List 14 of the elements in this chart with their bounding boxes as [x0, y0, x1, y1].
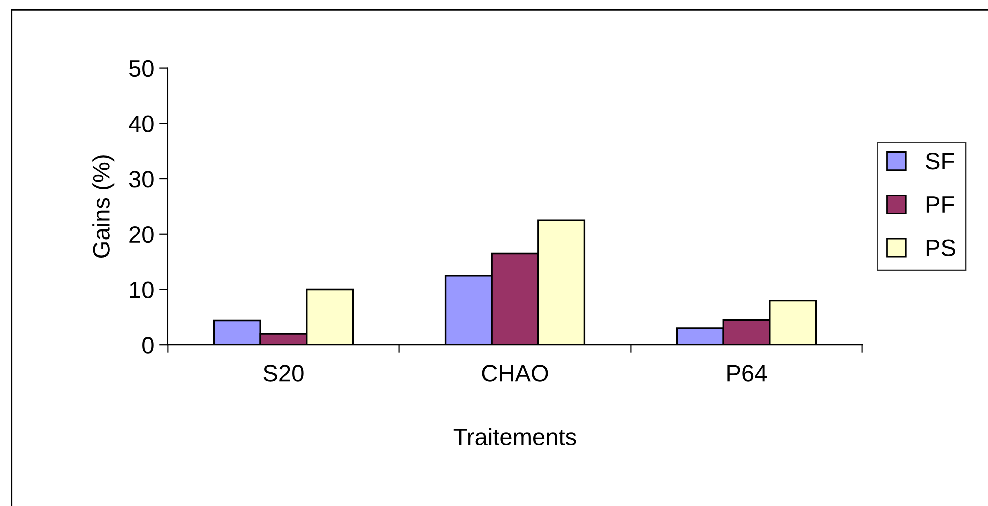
y-axis-title: Gains (%): [92, 156, 115, 258]
x-axis-title: Traitements: [454, 428, 576, 446]
y-tick-label: 20: [130, 226, 154, 244]
legend-label: PS: [926, 240, 956, 256]
y-tick-label: 0: [142, 337, 154, 354]
y-tick-label: 10: [130, 282, 154, 299]
x-tick-label: S20: [264, 365, 304, 382]
y-tick-label: 50: [129, 60, 154, 78]
legend-label: SF: [926, 152, 954, 170]
legend-label: PF: [926, 196, 954, 213]
y-tick-label: 30: [129, 171, 154, 188]
x-tick-label: P64: [728, 365, 768, 382]
y-tick-label: 40: [129, 116, 154, 132]
x-tick-label: CHAO: [482, 365, 548, 382]
